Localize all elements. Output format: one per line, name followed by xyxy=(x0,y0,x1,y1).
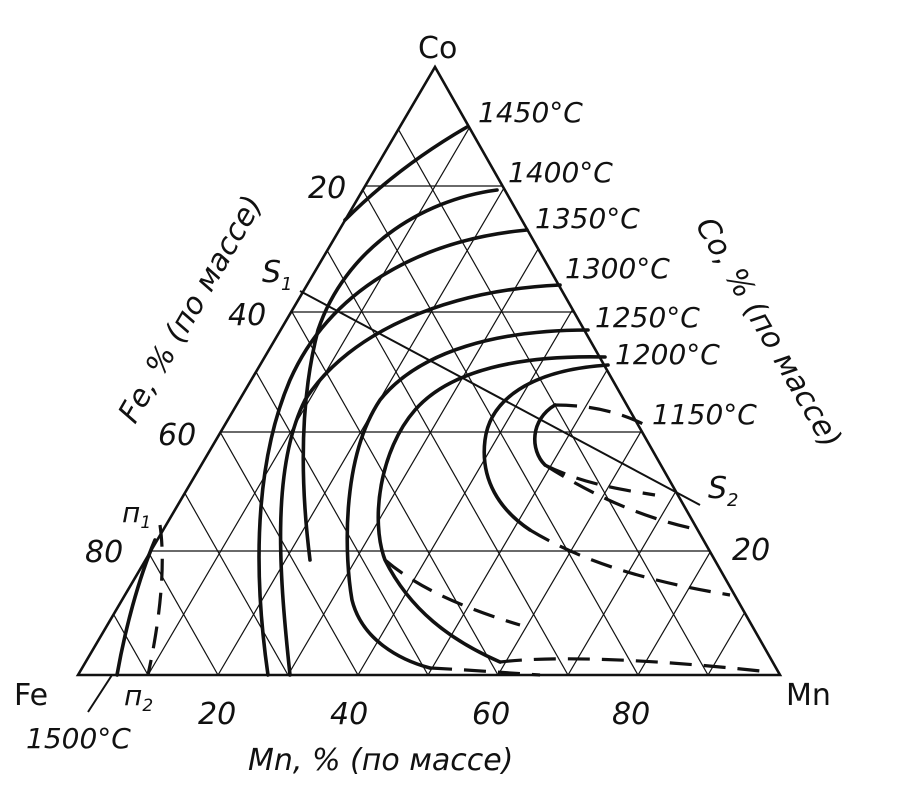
tick-bottom-40: 40 xyxy=(330,697,368,732)
axis-title-bottom: Mn, % (по массе) xyxy=(248,743,513,778)
leader-1500 xyxy=(87,674,113,713)
isotherm-curves xyxy=(115,125,610,677)
isotherm-label-1250: 1250°C xyxy=(595,301,700,334)
isotherm-label-1400: 1400°C xyxy=(508,156,613,189)
isotherm-dashed-extensions xyxy=(146,403,771,677)
isotherm-label-1150: 1150°C xyxy=(652,398,757,431)
vertex-label-top: Co xyxy=(418,31,457,66)
triangle-frame xyxy=(75,64,783,677)
isotherm-label-1300: 1300°C xyxy=(565,252,670,285)
tick-left-60: 60 xyxy=(158,418,196,453)
point-label-n1: п1 xyxy=(122,496,151,533)
tick-bottom-60: 60 xyxy=(472,697,510,732)
isotherm-label-1450: 1450°C xyxy=(478,96,583,129)
point-label-s2: S2 xyxy=(708,471,739,511)
point-label-n2: п2 xyxy=(124,679,153,716)
tick-right-20: 20 xyxy=(732,533,770,568)
tick-left-40: 40 xyxy=(228,298,266,333)
tick-left-20: 20 xyxy=(308,171,346,206)
tick-bottom-80: 80 xyxy=(612,697,650,732)
vertex-label-right: Mn xyxy=(786,678,831,713)
temp-label-1500: 1500°C xyxy=(26,722,131,755)
isotherm-label-1350: 1350°C xyxy=(535,202,640,235)
vertex-label-left: Fe xyxy=(14,678,48,713)
tick-left-80: 80 xyxy=(85,535,123,570)
isotherm-label-1200: 1200°C xyxy=(615,338,720,371)
point-label-s1: S1 xyxy=(262,255,293,295)
section-line-s1-s2 xyxy=(299,290,701,506)
tick-bottom-20: 20 xyxy=(198,697,236,732)
